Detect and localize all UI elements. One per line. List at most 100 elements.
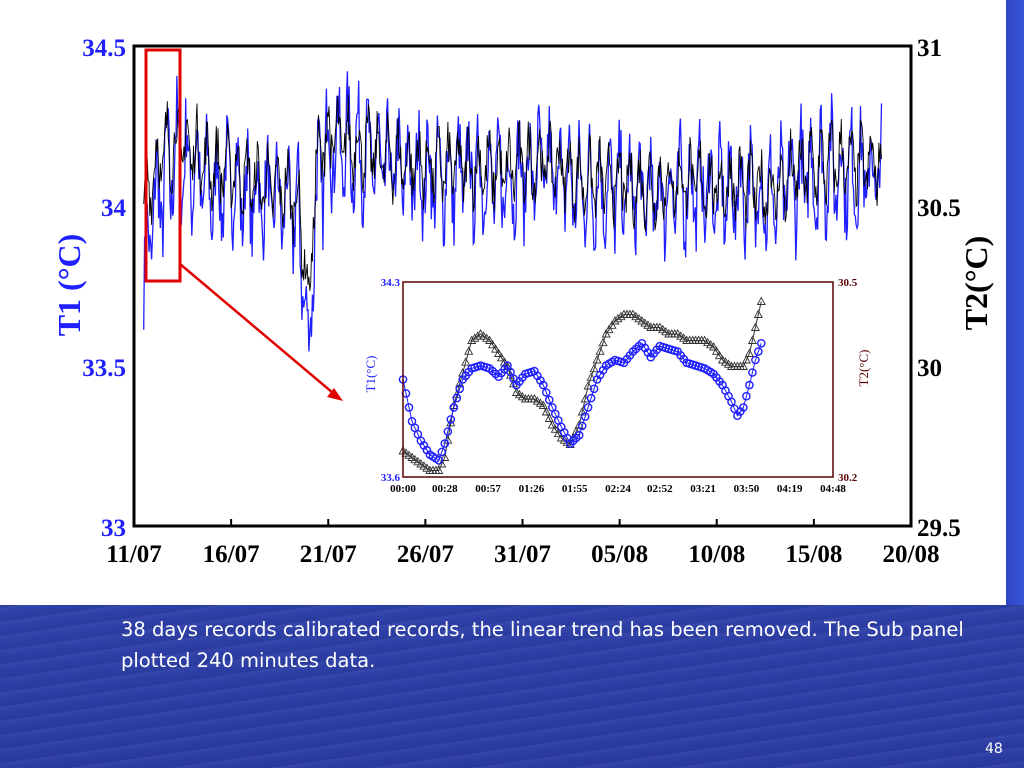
main-y2-axis-label: T2(°C) bbox=[958, 236, 994, 331]
inset-t1-point bbox=[446, 415, 456, 424]
inset-t1-point bbox=[440, 439, 450, 448]
inset-t1-point bbox=[449, 403, 459, 412]
inset-y-tick-labels: 34.3 33.6 bbox=[381, 277, 401, 484]
inset-t1-point bbox=[443, 427, 453, 436]
zoom-arrow bbox=[179, 263, 334, 394]
inset-t2-point bbox=[544, 413, 554, 422]
inset-t2-point bbox=[488, 339, 498, 349]
inset-y2-tick-labels: 30.5 30.2 bbox=[838, 277, 858, 484]
inset-t2-point bbox=[583, 381, 593, 390]
zoom-arrow-head bbox=[327, 388, 343, 401]
inset-t2-point bbox=[494, 348, 504, 357]
inset-x-tick-label: 01:55 bbox=[562, 483, 588, 495]
main-x-tick-label: 21/07 bbox=[300, 541, 357, 568]
inset-t2-point bbox=[434, 465, 444, 474]
slide-caption: 38 days records calibrated records, the … bbox=[121, 618, 964, 672]
inset-t2-point bbox=[607, 320, 617, 329]
inset-t1-point bbox=[739, 403, 748, 412]
inset-x-tick-label: 02:24 bbox=[605, 483, 631, 495]
main-y-tick-labels: 34.5 34 33.5 33 bbox=[82, 35, 126, 542]
main-x-tick-label: 15/08 bbox=[785, 541, 842, 568]
chart-figure: 11/07 16/07 21/07 26/07 31/07 05/08 10/08 15/08… bbox=[51, 35, 994, 568]
inset-x-tick-label: 04:19 bbox=[777, 483, 803, 495]
inset-x-tick-label: 03:21 bbox=[690, 483, 716, 495]
inset-t2-point bbox=[709, 342, 719, 351]
inset-t1-point bbox=[757, 338, 766, 348]
inset-t1-point bbox=[577, 421, 587, 431]
inset-t1-point bbox=[727, 397, 736, 407]
main-y-tick-label: 33 bbox=[101, 515, 126, 542]
inset-t2-point bbox=[464, 346, 474, 355]
inset-plot-frame bbox=[402, 281, 834, 478]
inset-t2-point bbox=[604, 324, 614, 334]
inset-t1-point bbox=[437, 447, 447, 457]
main-y2-tick-labels: 31 30.5 30 29.5 bbox=[917, 35, 961, 542]
inset-t1-point bbox=[748, 368, 757, 377]
inset-t2-point bbox=[744, 348, 754, 357]
inset-t1-point bbox=[404, 403, 414, 412]
inset-t1-point bbox=[589, 384, 599, 394]
inset-x-tick-label: 00:57 bbox=[475, 483, 501, 495]
inset-t2-point bbox=[613, 313, 623, 323]
inset-t2-point bbox=[714, 350, 725, 360]
main-y2-tick-label: 29.5 bbox=[917, 515, 961, 542]
inset-t1-point bbox=[751, 355, 760, 365]
inset-t1-point bbox=[455, 384, 465, 394]
inset-t2-point bbox=[595, 346, 605, 355]
main-y-axis-label: T1 (°C) bbox=[51, 234, 87, 337]
inset-y-tick-label: 33.6 bbox=[381, 472, 401, 484]
main-y-tick-label: 33.5 bbox=[82, 355, 126, 382]
main-y2-tick-label: 31 bbox=[917, 35, 942, 62]
inset-t2-point bbox=[485, 335, 495, 344]
inset-t1-point bbox=[580, 412, 590, 421]
inset-y2-tick-label: 30.2 bbox=[838, 472, 858, 484]
main-y-tick-label: 34 bbox=[101, 195, 127, 222]
inset-x-tick-label: 00:28 bbox=[432, 483, 458, 495]
decorative-strip bbox=[1006, 0, 1024, 605]
inset-t2-point bbox=[750, 322, 760, 331]
page-number: 48 bbox=[985, 741, 1003, 757]
inset-y2-tick-label: 30.5 bbox=[838, 277, 858, 289]
inset-y-axis-label: T1(°C) bbox=[363, 356, 378, 393]
inset-x-tick-label: 00:00 bbox=[390, 483, 416, 495]
main-x-tick-labels: 11/07 16/07 21/07 26/07 31/07 05/08 10/08 15/08… bbox=[106, 519, 939, 568]
inset-y-tick-label: 34.3 bbox=[381, 277, 401, 289]
inset-t1-point bbox=[434, 455, 444, 465]
inset-t2-point bbox=[550, 424, 560, 433]
inset-x-tick-labels: 00:00 00:28 00:57 01:26 01:55 02:24 02:52 03:21… bbox=[390, 483, 846, 495]
main-x-tick-label: 20/08 bbox=[883, 541, 940, 568]
main-x-tick-label: 16/07 bbox=[203, 541, 260, 568]
inset-t2-point bbox=[741, 355, 751, 364]
inset-x-tick-label: 02:52 bbox=[647, 483, 673, 495]
inset-t2-point bbox=[473, 331, 483, 340]
inset-t1-point bbox=[754, 347, 763, 356]
inset-t2-point bbox=[538, 400, 548, 409]
inset-t2-point bbox=[491, 344, 501, 353]
inset-t1-point bbox=[586, 393, 596, 403]
main-x-tick-label: 11/07 bbox=[106, 541, 162, 568]
inset-t2-point bbox=[610, 316, 620, 325]
inset-t2-point bbox=[467, 335, 477, 344]
inset-t2-point bbox=[711, 346, 722, 355]
inset-x-tick-label: 01:26 bbox=[519, 483, 545, 495]
inset-t2-point bbox=[753, 309, 763, 318]
inset-t1-point bbox=[545, 395, 554, 405]
inset-t2-point bbox=[601, 329, 611, 338]
main-series-t2-line bbox=[143, 94, 882, 291]
inset-t2-point bbox=[470, 333, 480, 342]
main-y2-tick-label: 30 bbox=[917, 355, 942, 382]
inset-t1-point bbox=[539, 380, 548, 390]
inset-t2-point bbox=[747, 335, 757, 344]
inset-t1-point bbox=[542, 388, 551, 397]
inset-t2-point bbox=[586, 372, 596, 381]
inset-t2-point bbox=[541, 407, 551, 416]
inset-t2-point bbox=[496, 352, 507, 362]
main-x-tick-label: 10/08 bbox=[688, 541, 745, 568]
inset-t2-point bbox=[461, 357, 471, 366]
inset-t2-point bbox=[616, 311, 626, 321]
inset-t1-point bbox=[452, 393, 462, 403]
inset-series-group bbox=[398, 296, 766, 474]
inset-t2-point bbox=[592, 355, 602, 364]
inset-t1-point bbox=[745, 380, 754, 390]
inset-t2-point bbox=[598, 337, 608, 347]
